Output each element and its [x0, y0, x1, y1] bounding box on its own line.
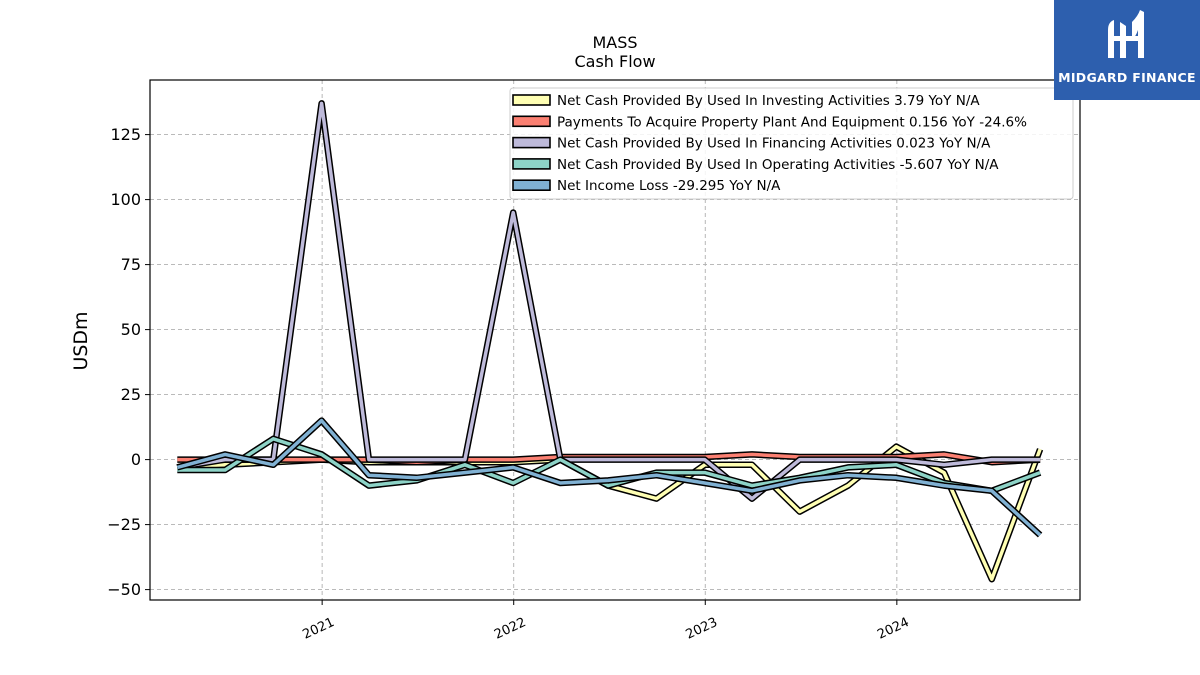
y-tick-label: 75 — [121, 255, 141, 274]
legend-box — [509, 87, 1074, 200]
plot-frame — [149, 79, 1081, 601]
x-tick-label: 2021 — [300, 615, 336, 643]
series-stroke — [177, 101, 1041, 501]
series-stroke — [177, 437, 1041, 493]
y-tick-label: 0 — [131, 450, 141, 469]
series-line-2 — [176, 100, 1041, 502]
series-stroke — [176, 418, 1042, 537]
x-tick-label: 2023 — [684, 615, 720, 643]
x-tick-label: 2022 — [492, 615, 528, 643]
y-tick-label: 50 — [121, 320, 141, 339]
series-line-3 — [177, 435, 1042, 495]
y-axis-label: USDm — [70, 311, 92, 370]
y-tick-label: 25 — [121, 385, 141, 404]
legend: Net Cash Provided By Used In Investing A… — [509, 87, 1074, 200]
legend-entry: Net Cash Provided By Used In Investing A… — [557, 93, 980, 109]
y-tick-label: 125 — [110, 125, 141, 144]
midgard-finance-logo: MIDGARD FINANCE — [1054, 0, 1200, 100]
y-tick-label: −25 — [107, 515, 141, 534]
y-tick-label: −50 — [107, 580, 141, 599]
series-line-4 — [176, 417, 1043, 538]
legend-entry: Net Income Loss -29.295 YoY N/A — [557, 178, 781, 194]
legend-swatch — [512, 158, 551, 170]
legend-entry: Payments To Acquire Property Plant And E… — [557, 114, 1027, 130]
logo-mark-icon — [1108, 10, 1144, 58]
x-tick-label: 2024 — [875, 615, 911, 643]
y-axis: −50 −25 0 25 50 75 100 125 — [107, 125, 150, 599]
series-line-0 — [177, 443, 1044, 583]
legend-swatch — [512, 94, 551, 106]
legend-swatch — [512, 115, 551, 128]
legend-swatch — [512, 179, 551, 191]
series-lines — [176, 100, 1044, 583]
series-outline — [177, 443, 1044, 583]
logo-text: MIDGARD FINANCE — [1058, 70, 1196, 85]
legend-entry: Net Cash Provided By Used In Operating A… — [557, 157, 999, 173]
legend-swatch — [512, 136, 551, 149]
chart-subtitle: Cash Flow — [574, 52, 655, 71]
legend-entry: Net Cash Provided By Used In Financing A… — [557, 136, 991, 152]
y-tick-label: 100 — [110, 190, 141, 209]
series-stroke — [177, 444, 1042, 581]
series-outline — [176, 417, 1043, 538]
chart-title: MASS — [592, 33, 637, 52]
x-axis: 2021 2022 2023 2024 — [300, 600, 912, 643]
